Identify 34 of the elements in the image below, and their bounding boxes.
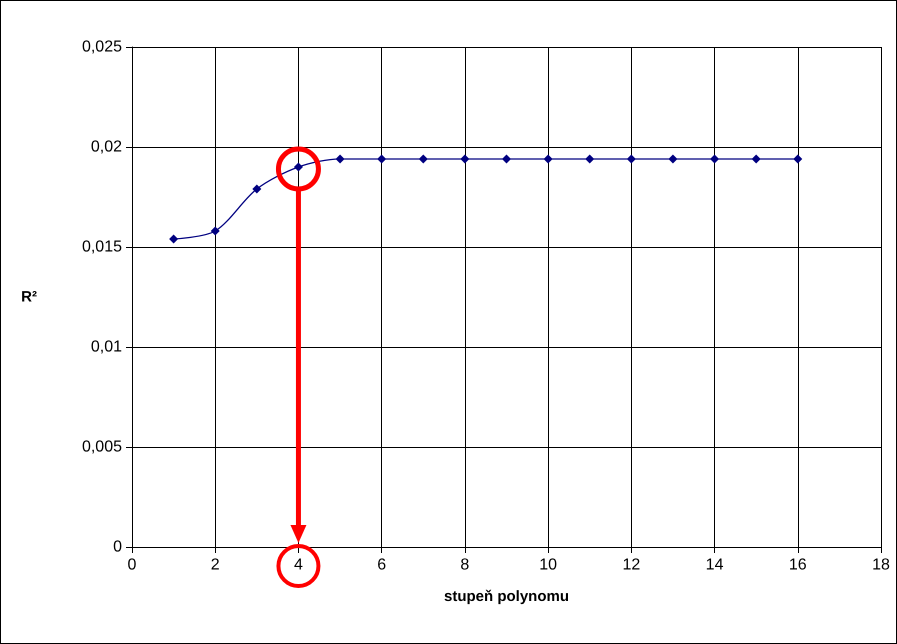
point [252,184,262,194]
point [710,154,720,164]
point [626,154,636,164]
y-tick-label: 0 [113,538,122,556]
y-tick-label: 0,02 [90,138,122,156]
x-tick-label: 2 [210,556,220,574]
point [668,154,678,164]
y-tick-label: 0,005 [82,438,122,456]
y-tick-label: 0,01 [90,338,122,356]
x-tick-label: 18 [872,556,890,574]
point [544,154,553,164]
x-tick-label: 8 [460,556,470,574]
x-tick-label: 12 [622,556,640,574]
x-tick-label: 16 [788,556,807,574]
point [169,234,178,244]
x-tick-label: 4 [294,556,303,574]
x-tick-label: 6 [377,556,386,574]
point [502,154,511,164]
point [585,154,594,164]
y-tick-label: 0,015 [82,238,122,256]
point [793,154,802,164]
point [377,154,386,164]
point [418,154,428,164]
x-tick-label: 0 [128,556,137,574]
y-axis-title: R² [21,288,38,306]
point [336,154,345,164]
point [294,162,303,172]
point [210,226,220,236]
y-tick-label: 0,025 [82,38,122,56]
x-tick-label: 14 [706,556,724,574]
x-axis-title: stupeň polynomu [444,588,569,605]
point [752,154,761,164]
point [460,154,470,164]
x-tick-label: 10 [539,556,558,574]
